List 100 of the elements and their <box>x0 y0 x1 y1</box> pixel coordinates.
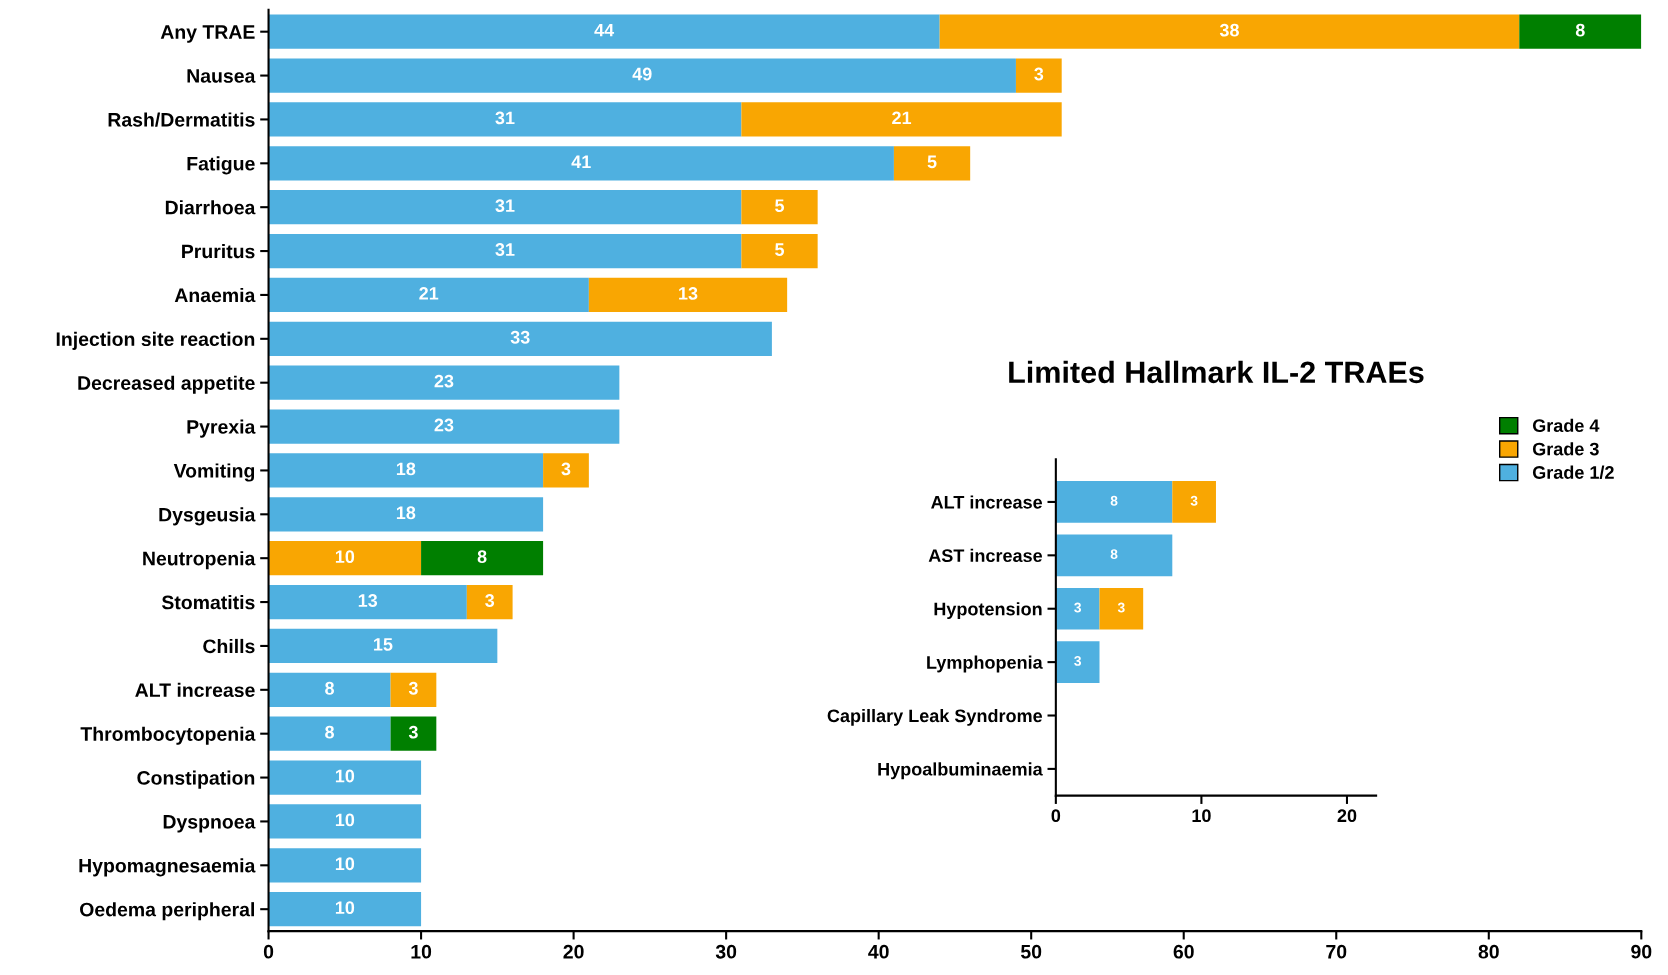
bar <box>588 277 788 313</box>
bar <box>268 672 391 707</box>
data-label: 13 <box>679 287 698 300</box>
y-tick-label: Dyspnoea <box>163 815 256 833</box>
bar <box>1015 58 1062 93</box>
data-label: 8 <box>1575 23 1585 37</box>
bar <box>1055 534 1173 577</box>
bar <box>1055 641 1100 683</box>
bar <box>1055 587 1100 630</box>
x-tick-label: 10 <box>1192 809 1211 823</box>
bar <box>741 190 818 225</box>
y-tick-label: Neutropenia <box>143 551 256 570</box>
data-label: 3 <box>1074 656 1082 666</box>
x-tick-label: 60 <box>1173 944 1194 959</box>
y-tick-label: Hypoalbuminaemia <box>878 762 1043 780</box>
data-label: 10 <box>335 550 355 564</box>
y-tick-label: Hypomagnesaemia <box>79 858 256 877</box>
data-label: 49 <box>632 67 652 81</box>
data-label: 3 <box>485 594 495 607</box>
bar <box>268 365 620 400</box>
bar <box>268 321 772 356</box>
x-tick-label: 90 <box>1631 944 1652 959</box>
data-label: 8 <box>325 725 335 739</box>
x-tick-label: 40 <box>868 944 889 959</box>
data-label: 3 <box>1117 602 1125 613</box>
data-label: 10 <box>335 901 355 915</box>
bar <box>390 716 437 751</box>
bar <box>741 233 818 269</box>
data-label: 5 <box>775 243 785 256</box>
y-tick-label: Dysgeusia <box>159 507 256 526</box>
y-tick-label: Pyrexia <box>187 419 256 438</box>
data-label: 21 <box>892 111 912 125</box>
x-tick-label: 50 <box>1020 944 1042 959</box>
y-tick-label: Vomiting <box>173 463 255 482</box>
y-tick-label: Any TRAE <box>160 25 255 43</box>
y-tick-label: ALT increase <box>135 682 255 698</box>
y-tick-label: Lymphopenia <box>927 655 1043 673</box>
data-label: 23 <box>434 374 454 388</box>
bar <box>268 628 498 664</box>
y-tick-label: ALT increase <box>931 495 1043 509</box>
bar <box>268 233 742 269</box>
data-label: 10 <box>335 857 355 871</box>
legend-label: Grade 3 <box>1532 442 1599 456</box>
data-label: 23 <box>434 418 454 432</box>
data-label: 31 <box>495 199 515 213</box>
y-tick-label: Injection site reaction <box>56 331 255 350</box>
bar <box>268 14 940 49</box>
bar <box>421 541 544 576</box>
x-tick-label: 80 <box>1478 944 1499 959</box>
bar <box>268 497 544 532</box>
y-tick-label: Oedema peripheral <box>80 902 254 921</box>
data-label: 3 <box>1190 495 1198 506</box>
bar <box>1099 587 1144 630</box>
data-label: 13 <box>358 594 378 607</box>
bar <box>741 102 1062 137</box>
data-label: 8 <box>1110 549 1118 560</box>
y-tick-label: Diarrhoea <box>165 200 256 215</box>
data-label: 18 <box>396 506 416 520</box>
y-tick-label: Pruritus <box>182 244 255 259</box>
y-tick-label: AST increase <box>928 548 1043 563</box>
bar <box>390 672 437 707</box>
y-tick-label: Chills <box>203 638 255 654</box>
y-tick-label: Thrombocytopenia <box>80 726 256 745</box>
x-tick-label: 10 <box>411 944 432 959</box>
bar <box>268 716 391 751</box>
y-tick-label: Fatigue <box>187 156 255 175</box>
y-tick-label: Anaemia <box>174 287 256 303</box>
x-tick-label: 20 <box>563 944 584 959</box>
x-tick-label: 20 <box>1337 809 1357 823</box>
bar <box>268 804 422 839</box>
y-tick-label: Nausea <box>187 69 256 83</box>
data-label: 44 <box>594 23 615 37</box>
data-label: 41 <box>571 155 591 168</box>
bar <box>268 58 1016 93</box>
x-tick-label: 70 <box>1326 944 1347 959</box>
bar <box>268 277 589 313</box>
bar <box>1055 481 1173 523</box>
x-tick-label: 0 <box>1051 809 1061 823</box>
data-label: 5 <box>927 155 937 169</box>
data-label: 3 <box>1074 602 1082 613</box>
bar <box>268 892 422 927</box>
data-label: 31 <box>495 111 515 125</box>
data-label: 21 <box>419 287 439 300</box>
data-label: 3 <box>408 725 418 739</box>
bar <box>268 848 422 883</box>
legend-label: Grade 1/2 <box>1532 465 1614 480</box>
data-label: 5 <box>775 199 785 213</box>
data-label: 3 <box>408 681 418 695</box>
bar <box>1519 14 1642 49</box>
data-label: 8 <box>477 550 487 564</box>
data-label: 15 <box>374 638 393 651</box>
y-tick-label: Stomatitis <box>161 595 255 610</box>
y-tick-label: Constipation <box>137 770 255 789</box>
data-label: 33 <box>510 330 530 344</box>
y-tick-label: Rash/Dermatitis <box>108 112 255 127</box>
data-label: 31 <box>495 243 515 256</box>
bar <box>268 190 742 225</box>
data-label: 3 <box>561 462 571 476</box>
data-label: 8 <box>1110 495 1118 506</box>
data-label: 3 <box>1034 67 1044 81</box>
